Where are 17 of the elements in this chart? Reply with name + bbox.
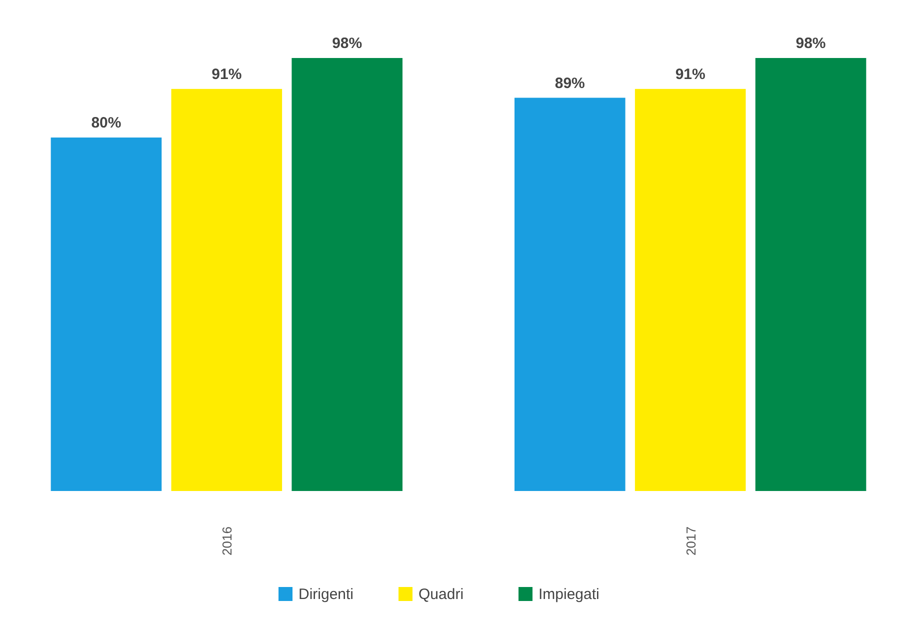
data-label: 98% [796, 35, 826, 52]
bar [634, 88, 746, 491]
data-label: 98% [332, 35, 362, 52]
data-label: 91% [675, 66, 706, 83]
data-label: 80% [91, 114, 122, 132]
bar [514, 98, 626, 491]
x-tick-label: 2017 [683, 526, 698, 556]
x-tick-label: 2016 [220, 526, 235, 556]
bar [171, 88, 282, 491]
legend-label: Quadri [418, 586, 464, 603]
bar [50, 138, 162, 491]
bar [755, 58, 866, 491]
legend-label: Impiegati [538, 586, 600, 603]
legend-label: Dirigenti [298, 586, 354, 603]
data-label: 91% [212, 66, 242, 83]
bar [292, 58, 402, 491]
data-label: 89% [554, 74, 585, 92]
